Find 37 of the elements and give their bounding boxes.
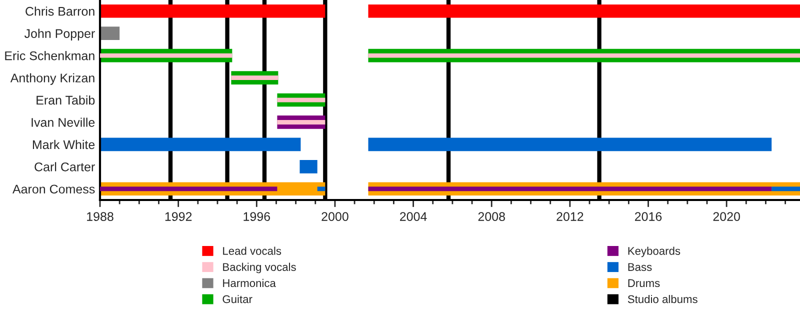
bar <box>100 26 120 40</box>
x-tick-label: 2012 <box>556 212 584 221</box>
x-tick-label: 2004 <box>400 212 427 221</box>
x-tick-label: 1988 <box>87 212 114 221</box>
legend-label: Studio albums <box>628 294 698 304</box>
y-tick-label: Carl Carter <box>34 162 95 172</box>
bar <box>368 53 800 58</box>
x-tick-label: 2000 <box>322 212 348 221</box>
y-tick-label: Eran Tabib <box>36 95 95 105</box>
bar <box>368 4 800 18</box>
x-tick-label: 2020 <box>713 212 740 221</box>
bar <box>100 4 326 18</box>
y-tick-label: Ivan Neville <box>32 118 95 127</box>
bar <box>100 53 232 58</box>
y-tick-label: John Popper <box>24 28 95 40</box>
bar <box>277 120 326 124</box>
x-tick-label: 1992 <box>165 212 192 221</box>
bar <box>231 76 278 80</box>
x-tick-label: 2008 <box>478 212 505 221</box>
y-tick-label: Mark White <box>32 140 95 150</box>
x-tick-label: 1996 <box>244 212 270 221</box>
x-tick-label: 2016 <box>634 212 662 221</box>
legend-label: Backing vocals <box>223 262 296 274</box>
legend-label: Drums <box>628 279 660 288</box>
legend-label: Bass <box>628 263 652 271</box>
bar <box>368 186 772 192</box>
legend-label: Guitar <box>222 294 252 304</box>
bar <box>277 98 326 102</box>
bar <box>100 138 301 152</box>
y-tick-label: Eric Schenkman <box>5 51 94 60</box>
legend-label: Harmonica <box>223 278 276 288</box>
legend-label: Lead vocals <box>223 246 282 255</box>
y-tick-label: Anthony Krizan <box>10 73 94 85</box>
y-tick-label: Aaron Comess <box>12 184 95 194</box>
bar <box>300 160 318 174</box>
y-tick-label: Chris Barron <box>26 6 94 16</box>
legend-label: Keyboards <box>628 246 680 258</box>
